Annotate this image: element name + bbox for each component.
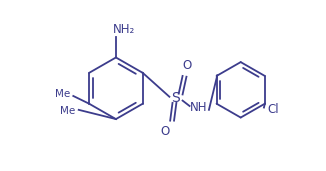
Text: Me: Me [60,106,76,116]
Text: Me: Me [55,89,70,100]
Text: O: O [160,125,170,138]
Text: O: O [183,60,192,73]
Text: NH₂: NH₂ [112,23,135,36]
Text: Cl: Cl [267,103,279,116]
Text: NH: NH [190,101,208,114]
Text: S: S [171,91,180,105]
